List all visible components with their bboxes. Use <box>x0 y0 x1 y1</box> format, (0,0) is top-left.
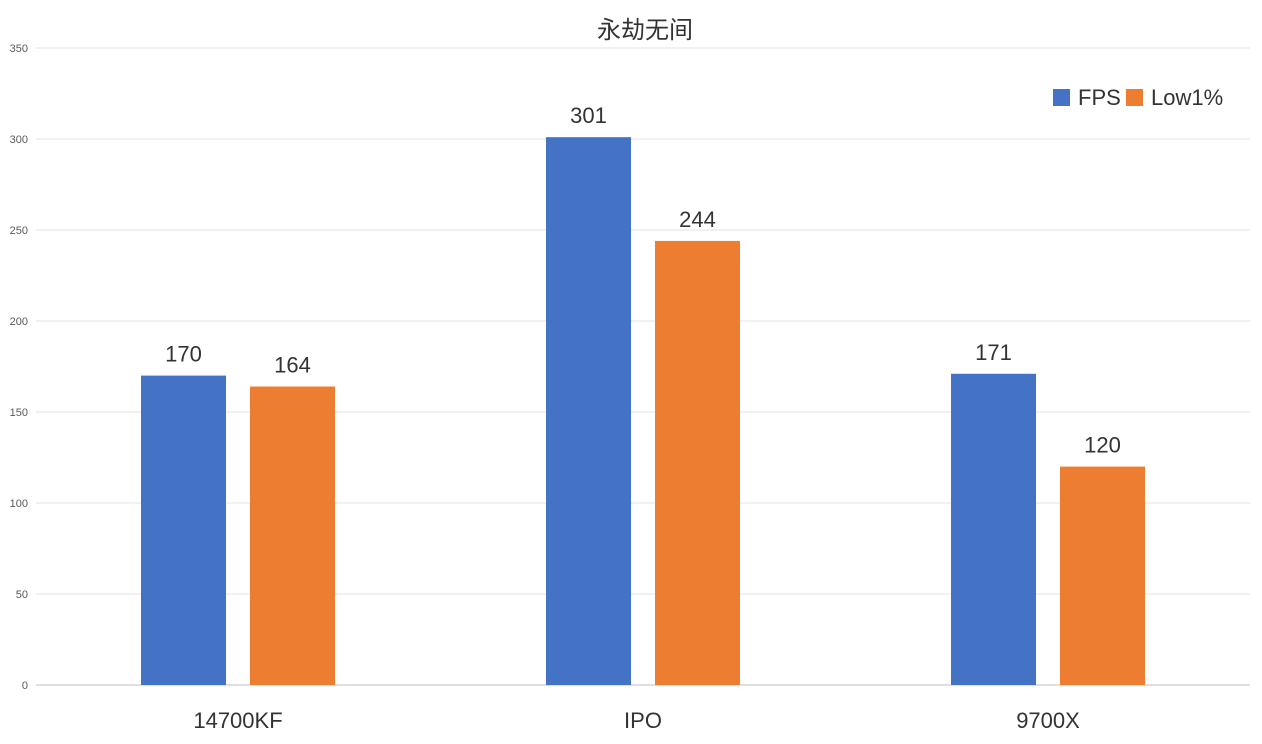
gridlines <box>36 47 1250 686</box>
y-tick-label: 250 <box>10 225 28 237</box>
legend-swatch <box>1053 89 1070 106</box>
bar-low1-9700x <box>1060 466 1145 685</box>
data-label: 301 <box>570 103 607 128</box>
x-category-label: 14700KF <box>193 708 282 733</box>
bar-low1-ipo <box>655 240 740 686</box>
y-tick-label: 200 <box>10 316 28 328</box>
x-category-label: 9700X <box>1016 708 1080 733</box>
data-label: 171 <box>975 340 1012 365</box>
legend-swatch <box>1126 89 1143 106</box>
chart-title: 永劫无间 <box>597 16 693 44</box>
x-axis-category-labels: 14700KF IPO 9700X <box>193 708 1080 733</box>
bar-low1-14700kf <box>250 386 335 685</box>
data-label: 244 <box>679 207 716 232</box>
bar-fps-ipo <box>546 137 631 685</box>
y-tick-label: 350 <box>10 43 28 55</box>
bar-fps-14700kf <box>141 375 226 685</box>
y-tick-label: 50 <box>16 589 28 601</box>
x-category-label: IPO <box>624 708 662 733</box>
bars <box>141 137 1145 686</box>
y-tick-label: 300 <box>10 134 28 146</box>
data-label: 170 <box>165 342 202 367</box>
data-labels: 170 301 171 164 244 120 <box>165 103 1121 457</box>
y-tick-label: 150 <box>10 407 28 419</box>
y-tick-label: 100 <box>10 498 28 510</box>
bar-fps-9700x <box>951 373 1036 685</box>
data-label: 164 <box>274 353 311 378</box>
y-tick-label: 0 <box>22 680 28 692</box>
legend-label: Low1% <box>1151 85 1223 110</box>
legend: FPS Low1% <box>1053 85 1223 110</box>
legend-label: FPS <box>1078 85 1121 110</box>
data-label: 120 <box>1084 433 1121 458</box>
y-axis-tick-labels: 0 50 100 150 200 250 300 350 <box>10 43 28 692</box>
